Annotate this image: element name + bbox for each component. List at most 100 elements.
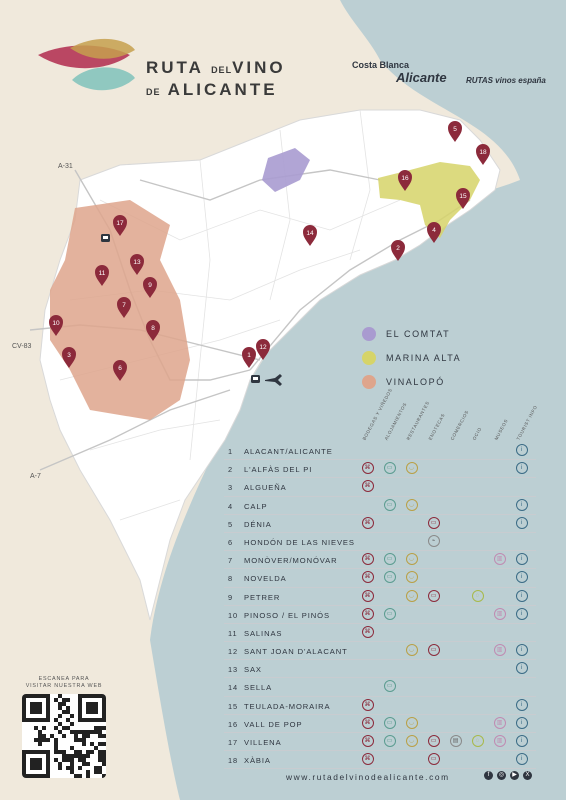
map-pin-17[interactable]: 17 <box>113 215 127 236</box>
legend-swatch <box>362 351 376 365</box>
pin-label: 16 <box>401 175 409 182</box>
table-row: 8 NOVELDA ⌘ ▭ ◡ i <box>224 569 536 588</box>
col-museos: MUSEOS <box>493 418 509 441</box>
wine-shop-icon: ⌁ <box>428 534 440 547</box>
road-label-a7: A-7 <box>30 473 41 480</box>
table-row: 16 VALL DE POP ⌘ ▭ ◡ ▥ i <box>224 715 536 733</box>
table-row: 15 TEULADA-MORAIRA ⌘ i <box>224 697 536 715</box>
col-ocio: OCIO <box>471 426 483 441</box>
sponsor-costa-blanca: Costa Blanca <box>352 60 410 70</box>
pin-label: 1 <box>247 352 251 359</box>
bus-icon <box>101 234 110 242</box>
museum-icon: ▥ <box>494 644 506 657</box>
winery-icon: ⌘ <box>362 735 374 747</box>
map-pin-2[interactable]: 2 <box>391 240 405 261</box>
table-row: 9 PETRER ⌘ ◡ ▭ ◌ i <box>224 588 536 606</box>
road-label-cv83: CV-83 <box>12 343 32 350</box>
info-icon: i <box>516 589 528 602</box>
legend-item-marina-alta: MARINA ALTA <box>362 346 461 370</box>
info-icon: i <box>516 462 528 475</box>
map-pin-10[interactable]: 10 <box>48 314 64 336</box>
map-pin-15[interactable]: 15 <box>456 188 470 209</box>
legend-item-el-comtat: EL COMTAT <box>362 322 461 346</box>
pin-label: 10 <box>52 320 60 327</box>
x-icon[interactable]: X <box>523 771 532 780</box>
table-row: 11 SALINAS ⌘ <box>224 624 536 643</box>
map-pin-13[interactable]: 13 <box>130 254 144 275</box>
table-row: 14 SELLA ▭ <box>224 678 536 697</box>
wine-shop-icon: ▭ <box>428 753 440 766</box>
bed-icon: ▭ <box>384 607 396 620</box>
winery-icon: ⌘ <box>362 516 374 529</box>
municipality-table: 1 ALACANT/ALICANTE i 2 L'ALFÀS DEL PI ⌘ ▭ ◡ i 3… <box>224 442 536 770</box>
pin-label: 14 <box>306 230 314 237</box>
map-pin-11[interactable]: 11 <box>95 265 109 286</box>
pin-label: 2 <box>396 245 400 252</box>
instagram-icon[interactable]: ◎ <box>497 771 506 780</box>
winery-icon: ⌘ <box>362 571 374 584</box>
qr-caption: ESCANEA PARA VISITAR NUESTRA WEB <box>25 676 103 689</box>
table-row: 2 L'ALFÀS DEL PI ⌘ ▭ ◡ i <box>224 460 536 479</box>
wine-shop-icon: ▭ <box>428 589 440 602</box>
info-icon: i <box>516 735 528 747</box>
table-row: 13 SAX i <box>224 660 536 679</box>
qr-code[interactable] <box>22 694 106 778</box>
info-icon: i <box>516 662 528 675</box>
map-pin-16[interactable]: 16 <box>398 170 412 191</box>
table-row: 5 DÉNIA ⌘ ▭ i <box>224 515 536 533</box>
bed-icon: ▭ <box>384 680 396 693</box>
bed-icon: ▭ <box>384 735 396 747</box>
info-icon: i <box>516 498 528 511</box>
facebook-icon[interactable]: f <box>484 771 493 780</box>
winery-icon: ⌘ <box>362 607 374 620</box>
bed-icon: ▭ <box>384 571 396 584</box>
map-pin-9[interactable]: 9 <box>143 277 157 298</box>
pin-label: 7 <box>122 302 126 309</box>
info-icon: i <box>516 571 528 584</box>
winery-icon: ⌘ <box>362 480 374 493</box>
dish-icon: ◡ <box>406 462 418 475</box>
bus-icon <box>251 375 260 383</box>
bed-icon: ▭ <box>384 462 396 475</box>
youtube-icon[interactable]: ▶ <box>510 771 519 780</box>
map-pin-1[interactable]: 1 <box>242 347 256 368</box>
dish-icon: ◡ <box>406 571 418 584</box>
table-row: 17 VILLENA ⌘ ▭ ◡ ▭ ▤ ◌ ▥ i <box>224 733 536 752</box>
map-pin-7[interactable]: 7 <box>117 297 131 318</box>
leisure-icon: ◌ <box>472 589 484 602</box>
map-pin-14[interactable]: 14 <box>303 225 317 246</box>
map-pin-18[interactable]: 18 <box>476 144 490 165</box>
sponsor-alicante: Alicante <box>396 70 447 85</box>
table-row: 7 MONÒVER/MONÓVAR ⌘ ▭ ◡ ▥ i <box>224 551 536 570</box>
region-legend: EL COMTAT MARINA ALTA VINALOPÓ <box>362 322 461 394</box>
logo-mark <box>38 38 135 91</box>
dish-icon: ◡ <box>406 644 418 657</box>
wine-shop-icon: ▭ <box>428 516 440 529</box>
pin-label: 13 <box>133 259 141 266</box>
legend-item-vinalopo: VINALOPÓ <box>362 370 461 394</box>
map-pin-12[interactable]: 12 <box>256 339 270 360</box>
map-pin-5[interactable]: 5 <box>448 121 462 142</box>
table-row: 6 HONDÓN DE LAS NIEVES ⌁ <box>224 533 536 552</box>
info-icon: i <box>516 607 528 620</box>
info-icon: i <box>516 753 528 766</box>
info-icon: i <box>516 444 528 456</box>
dish-icon: ◡ <box>406 498 418 511</box>
museum-icon: ▥ <box>494 716 506 729</box>
info-icon: i <box>516 698 528 711</box>
info-icon: i <box>516 553 528 566</box>
bed-icon: ▭ <box>384 716 396 729</box>
pin-label: 8 <box>151 325 155 332</box>
pin-label: 11 <box>99 270 106 277</box>
map-pin-3[interactable]: 3 <box>62 347 76 368</box>
info-icon: i <box>516 716 528 729</box>
table-row: 12 SANT JOAN D'ALACANT ◡ ▭ ▥ i <box>224 642 536 661</box>
map-pin-4[interactable]: 4 <box>427 222 441 243</box>
pin-label: 9 <box>148 282 152 289</box>
map-pin-8[interactable]: 8 <box>146 320 160 341</box>
plane-icon <box>265 374 282 386</box>
website-link[interactable]: www.rutadelvinodealicante.com <box>286 772 450 782</box>
map-pin-6[interactable]: 6 <box>113 360 127 381</box>
museum-icon: ▥ <box>494 553 506 566</box>
